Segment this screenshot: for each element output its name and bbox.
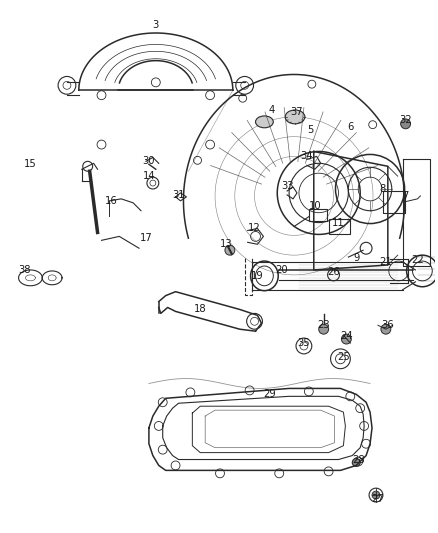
Text: 8: 8 [380,184,386,194]
Text: 36: 36 [381,320,394,330]
Text: 14: 14 [143,171,155,181]
Text: 7: 7 [403,191,409,201]
Text: 17: 17 [140,233,152,244]
Text: 18: 18 [194,304,207,314]
Text: 3: 3 [153,20,159,30]
Text: 13: 13 [219,239,232,249]
Text: 32: 32 [399,115,412,125]
Text: 9: 9 [353,253,360,263]
Circle shape [401,119,410,129]
Bar [309,209,327,221]
Text: 29: 29 [263,390,276,399]
Circle shape [225,245,235,255]
Text: 33: 33 [281,181,293,191]
Text: 28: 28 [352,455,364,465]
Text: 23: 23 [318,320,330,330]
Text: 35: 35 [297,338,310,348]
Text: 4: 4 [268,105,275,115]
Text: 31: 31 [172,190,185,200]
Text: 19: 19 [251,271,264,281]
Text: 11: 11 [332,217,345,228]
Text: 25: 25 [337,352,350,362]
Text: 30: 30 [143,156,155,166]
Circle shape [342,334,351,344]
Ellipse shape [285,110,305,124]
Text: 34: 34 [300,151,313,161]
Circle shape [372,491,380,499]
Text: 38: 38 [18,265,31,275]
Ellipse shape [255,116,273,128]
Text: 6: 6 [347,122,353,132]
Text: 16: 16 [105,196,118,206]
Text: 37: 37 [291,107,303,117]
Text: 24: 24 [340,331,353,341]
Circle shape [381,324,391,334]
Text: 12: 12 [248,223,261,233]
Text: 10: 10 [308,201,321,211]
Text: 27: 27 [371,494,384,504]
Text: 15: 15 [24,159,37,169]
Text: 26: 26 [327,267,340,277]
Text: 5: 5 [307,125,314,135]
Circle shape [319,324,328,334]
Text: 21: 21 [379,257,392,267]
Text: 20: 20 [275,265,287,275]
Text: 22: 22 [411,255,424,265]
Circle shape [352,458,360,466]
Bar [328,219,350,235]
